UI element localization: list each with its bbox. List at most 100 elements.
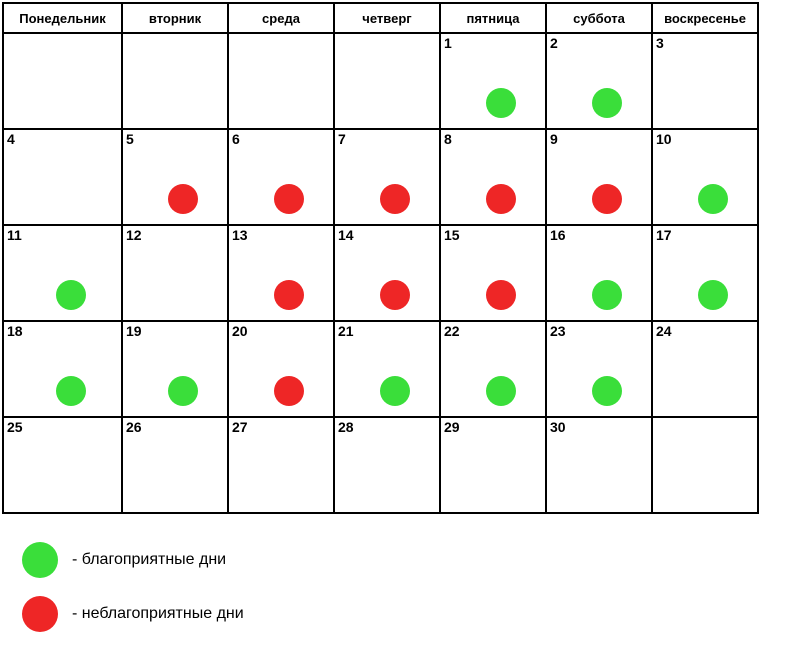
header-cell: четверг (333, 2, 441, 34)
day-cell: 20 (227, 320, 335, 418)
good-dot-icon (486, 88, 516, 118)
legend-item-good: - благоприятные дни (22, 542, 785, 578)
day-cell: 19 (121, 320, 229, 418)
day-cell: 16 (545, 224, 653, 322)
day-cell (227, 32, 335, 130)
day-number: 9 (550, 131, 558, 147)
day-cell: 17 (651, 224, 759, 322)
day-number: 16 (550, 227, 566, 243)
day-cell: 24 (651, 320, 759, 418)
legend: - благоприятные дни - неблагоприятные дн… (22, 542, 785, 632)
bad-dot-icon (380, 280, 410, 310)
day-cell: 9 (545, 128, 653, 226)
day-cell: 22 (439, 320, 547, 418)
day-cell: 14 (333, 224, 441, 322)
day-number: 22 (444, 323, 460, 339)
legend-label-bad: - неблагоприятные дни (72, 605, 244, 623)
dot-icon (22, 596, 58, 632)
bad-dot-icon (168, 184, 198, 214)
day-number: 15 (444, 227, 460, 243)
dot-icon (22, 542, 58, 578)
day-cell: 23 (545, 320, 653, 418)
day-cell: 3 (651, 32, 759, 130)
day-cell: 4 (2, 128, 123, 226)
day-number: 27 (232, 419, 248, 435)
day-cell (2, 32, 123, 130)
day-cell: 13 (227, 224, 335, 322)
day-number: 19 (126, 323, 142, 339)
day-number: 14 (338, 227, 354, 243)
day-cell: 27 (227, 416, 335, 514)
day-cell: 10 (651, 128, 759, 226)
day-cell: 7 (333, 128, 441, 226)
weeks-container: 1234567891011121314151617181920212223242… (2, 34, 772, 514)
good-dot-icon (56, 376, 86, 406)
day-number: 26 (126, 419, 142, 435)
day-cell: 25 (2, 416, 123, 514)
day-number: 6 (232, 131, 240, 147)
day-number: 7 (338, 131, 346, 147)
bad-dot-icon (274, 280, 304, 310)
day-cell (333, 32, 441, 130)
day-number: 13 (232, 227, 248, 243)
day-number: 5 (126, 131, 134, 147)
day-cell (121, 32, 229, 130)
week-row: 11 12 13 14 15 16 17 (2, 226, 772, 322)
day-number: 20 (232, 323, 248, 339)
bad-dot-icon (592, 184, 622, 214)
good-dot-icon (698, 280, 728, 310)
header-row: Понедельниквторниксредачетвергпятницасуб… (2, 2, 772, 34)
bad-dot-icon (486, 184, 516, 214)
good-dot-icon (56, 280, 86, 310)
header-cell: вторник (121, 2, 229, 34)
day-number: 28 (338, 419, 354, 435)
week-row: 25 26 27 28 29 30 (2, 418, 772, 514)
day-number: 18 (7, 323, 23, 339)
calendar: Понедельниквторниксредачетвергпятницасуб… (2, 2, 772, 514)
day-number: 23 (550, 323, 566, 339)
day-number: 24 (656, 323, 672, 339)
day-cell: 21 (333, 320, 441, 418)
day-cell: 26 (121, 416, 229, 514)
day-cell: 15 (439, 224, 547, 322)
day-cell: 29 (439, 416, 547, 514)
header-cell: воскресенье (651, 2, 759, 34)
header-cell: Понедельник (2, 2, 123, 34)
day-number: 2 (550, 35, 558, 51)
week-row: 1 2 3 (2, 34, 772, 130)
day-number: 30 (550, 419, 566, 435)
day-number: 25 (7, 419, 23, 435)
day-number: 11 (7, 227, 22, 243)
day-number: 1 (444, 35, 452, 51)
good-dot-icon (592, 88, 622, 118)
day-cell: 11 (2, 224, 123, 322)
good-dot-icon (380, 376, 410, 406)
legend-item-bad: - неблагоприятные дни (22, 596, 785, 632)
day-cell: 1 (439, 32, 547, 130)
header-cell: среда (227, 2, 335, 34)
good-dot-icon (168, 376, 198, 406)
day-cell: 18 (2, 320, 123, 418)
day-number: 3 (656, 35, 664, 51)
day-cell: 12 (121, 224, 229, 322)
week-row: 4 5 6 7 8 9 10 (2, 130, 772, 226)
good-dot-icon (592, 280, 622, 310)
day-number: 21 (338, 323, 354, 339)
header-cell: пятница (439, 2, 547, 34)
legend-label-good: - благоприятные дни (72, 551, 226, 569)
day-cell: 5 (121, 128, 229, 226)
bad-dot-icon (486, 280, 516, 310)
day-cell: 8 (439, 128, 547, 226)
day-cell: 30 (545, 416, 653, 514)
good-dot-icon (698, 184, 728, 214)
bad-dot-icon (380, 184, 410, 214)
day-number: 10 (656, 131, 672, 147)
day-number: 8 (444, 131, 452, 147)
week-row: 18 19 20 21 22 23 24 (2, 322, 772, 418)
day-number: 12 (126, 227, 142, 243)
day-number: 29 (444, 419, 460, 435)
day-number: 17 (656, 227, 672, 243)
bad-dot-icon (274, 184, 304, 214)
good-dot-icon (592, 376, 622, 406)
day-number: 4 (7, 131, 15, 147)
